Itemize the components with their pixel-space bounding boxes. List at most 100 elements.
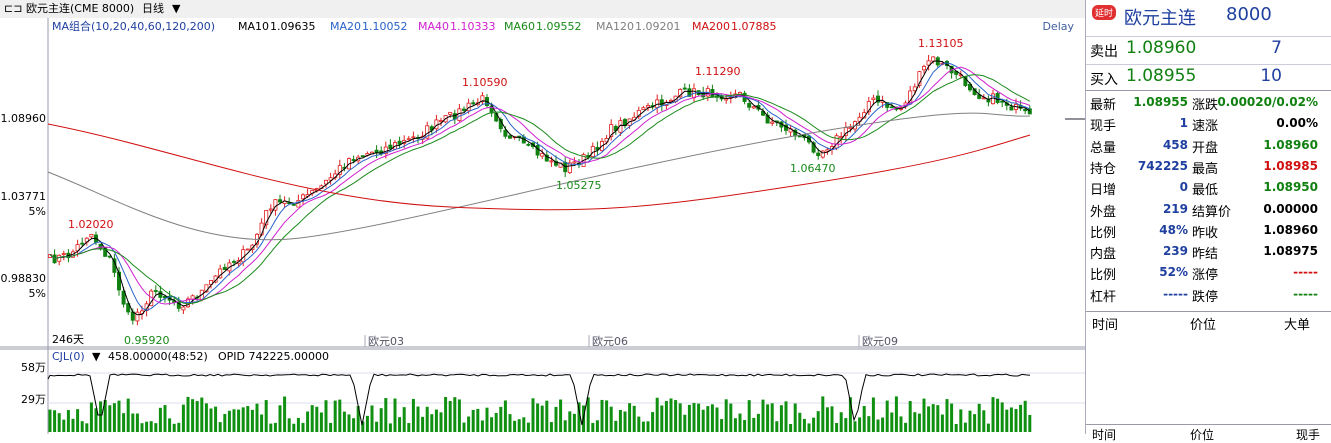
trades-header: 价位 <box>1190 318 1217 333</box>
volume-bar <box>917 413 921 432</box>
volume-bar <box>361 421 365 432</box>
volume-bar <box>798 412 802 432</box>
volume-bar <box>554 406 558 432</box>
candle-body <box>388 144 393 150</box>
quote-row: 总量 458 开盘 1.08960 <box>1086 135 1331 156</box>
price-annotation: 0.95920 <box>124 334 170 347</box>
volume-bar <box>255 403 259 432</box>
quote-label: 涨停 <box>1192 268 1219 284</box>
candle-body <box>98 243 103 249</box>
volume-bar <box>53 410 57 432</box>
quote-value: 458 <box>1162 137 1188 152</box>
opid-line <box>47 373 1031 426</box>
volume-bar <box>296 417 300 432</box>
quote-value: 1.08960 <box>1263 222 1318 237</box>
quote-label: 最高 <box>1192 161 1219 177</box>
candle-body <box>549 160 554 163</box>
price-label: 1.03771 <box>1 190 47 203</box>
volume-bar <box>747 400 751 432</box>
volume-bar <box>577 402 581 432</box>
candle-body <box>917 71 922 86</box>
quote-label: 总量 <box>1090 140 1117 156</box>
candle-body <box>724 98 729 101</box>
candle-body <box>572 161 577 164</box>
menu-icon[interactable]: ⊏⊐ <box>4 2 22 15</box>
volume-bar <box>471 409 475 432</box>
volume-bar <box>195 401 199 432</box>
candle-body <box>471 102 476 105</box>
volume-bar <box>370 405 374 432</box>
period[interactable]: 日线 <box>142 1 164 15</box>
quote-label: 外盘 <box>1090 204 1117 220</box>
volume-bar <box>434 409 438 432</box>
volume-bar <box>388 423 392 432</box>
quote-value: ----- <box>1293 286 1318 301</box>
volume-bar <box>913 412 917 432</box>
volume-bar <box>347 414 351 432</box>
volume-bar <box>453 397 457 432</box>
candle-body <box>816 152 821 157</box>
volume-bar <box>963 422 967 432</box>
volume-bar <box>876 419 880 432</box>
quote-label: 跌停 <box>1192 289 1219 305</box>
candle-body <box>208 280 213 285</box>
volume-bar <box>430 414 434 432</box>
volume-bar <box>168 418 172 432</box>
symbol-title[interactable]: 欧元主连(CME 8000) <box>26 2 134 15</box>
candle-body <box>181 306 186 311</box>
volume-bar <box>301 422 305 432</box>
volume-bar <box>177 422 181 432</box>
volume-bar <box>306 411 310 432</box>
volume-bar <box>669 398 673 432</box>
volume-bar <box>48 409 52 432</box>
candle-body <box>296 200 301 208</box>
volume-bar <box>1005 409 1009 432</box>
volume-bar <box>623 411 627 432</box>
side-label: 卖出 <box>1090 44 1118 60</box>
quote-value: ----- <box>1163 286 1188 301</box>
volume-bar <box>701 409 705 432</box>
quote-value: 52% <box>1159 265 1188 280</box>
candle-body <box>889 106 894 109</box>
volume-bar <box>839 412 843 432</box>
instrument-code: 8000 <box>1226 4 1272 25</box>
volume-bar <box>172 423 176 432</box>
indicator-label: MA组合(10,20,40,60,120,200) <box>52 19 215 33</box>
volume-bar <box>407 423 411 432</box>
toolbar <box>0 0 1085 18</box>
volume-bar <box>154 423 158 432</box>
volume-bar <box>227 410 231 432</box>
volume-bar <box>232 409 236 432</box>
volume-bar <box>319 412 323 432</box>
ma120-line <box>47 112 1031 241</box>
volume-bar <box>986 423 990 432</box>
volume-bar <box>572 413 576 432</box>
volume-bar <box>655 397 659 432</box>
opid-value: OPID 742225.00000 <box>218 350 329 363</box>
volume-bar <box>287 418 291 432</box>
volume-bar <box>503 400 507 432</box>
volume-bar <box>609 406 613 432</box>
candle-body <box>544 154 549 162</box>
quote-value: 1.08985 <box>1263 158 1318 173</box>
candle-body <box>503 129 508 137</box>
volume-bar <box>1028 415 1032 432</box>
volume-bar <box>204 403 208 432</box>
candle-body <box>126 303 131 313</box>
candle-body <box>820 150 825 158</box>
side-qty: 10 <box>1260 66 1282 86</box>
price-annotation: 1.02020 <box>68 218 114 231</box>
volume-bar <box>766 404 770 432</box>
quote-label: 速涨 <box>1192 119 1219 135</box>
ma-name: MA10 <box>238 20 269 33</box>
period-arrow[interactable]: ▼ <box>172 2 181 15</box>
candle-body <box>1009 106 1014 111</box>
price-annotation: 1.05275 <box>556 179 602 192</box>
volume-bar <box>1019 404 1023 432</box>
volume-bar <box>904 422 908 432</box>
ma-value: 1.09201 <box>635 20 681 33</box>
volume-bar <box>871 397 875 432</box>
volume-bar <box>614 420 618 432</box>
instrument-name: 欧元主连 <box>1124 8 1196 29</box>
volume-bar <box>651 412 655 432</box>
